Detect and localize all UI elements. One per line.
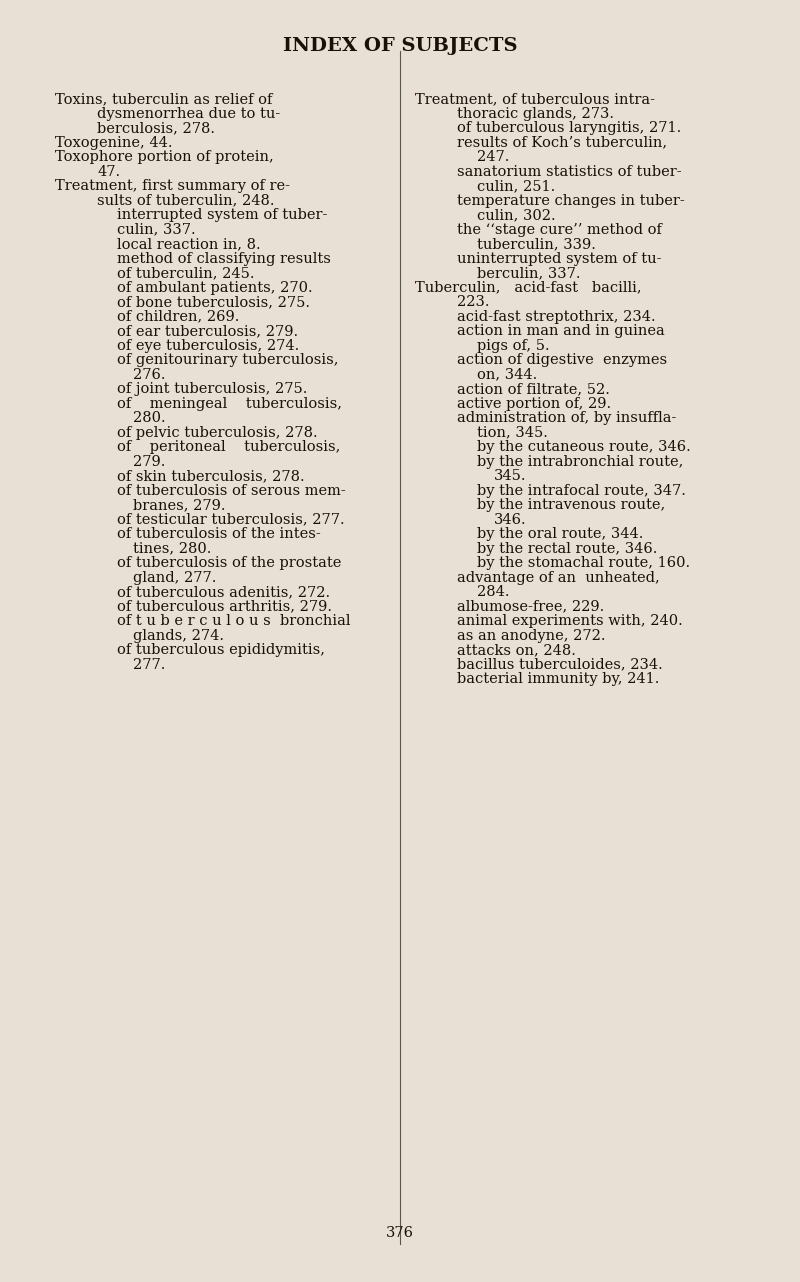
Text: thoracic glands, 273.: thoracic glands, 273.: [457, 106, 614, 121]
Text: of tuberculosis of serous mem-: of tuberculosis of serous mem-: [117, 483, 346, 497]
Text: Treatment, of tuberculous intra-: Treatment, of tuberculous intra-: [415, 92, 655, 106]
Text: tines, 280.: tines, 280.: [134, 541, 212, 555]
Text: dysmenorrhea due to tu-: dysmenorrhea due to tu-: [97, 106, 280, 121]
Text: 279.: 279.: [134, 455, 166, 468]
Text: 280.: 280.: [134, 412, 166, 426]
Text: tion, 345.: tion, 345.: [477, 426, 547, 440]
Text: results of Koch’s tuberculin,: results of Koch’s tuberculin,: [457, 136, 667, 150]
Text: by the cutaneous route, 346.: by the cutaneous route, 346.: [477, 440, 690, 454]
Text: of tuberculous laryngitis, 271.: of tuberculous laryngitis, 271.: [457, 121, 682, 135]
Text: gland, 277.: gland, 277.: [134, 570, 217, 585]
Text: animal experiments with, 240.: animal experiments with, 240.: [457, 614, 682, 628]
Text: sanatorium statistics of tuber-: sanatorium statistics of tuber-: [457, 164, 682, 178]
Text: by the stomachal route, 160.: by the stomachal route, 160.: [477, 556, 690, 570]
Text: berculin, 337.: berculin, 337.: [477, 265, 580, 279]
Text: 284.: 284.: [477, 585, 509, 599]
Text: by the intrafocal route, 347.: by the intrafocal route, 347.: [477, 483, 686, 497]
Text: of ear tuberculosis, 279.: of ear tuberculosis, 279.: [117, 324, 298, 338]
Text: pigs of, 5.: pigs of, 5.: [477, 338, 550, 353]
Text: of genitourinary tuberculosis,: of genitourinary tuberculosis,: [117, 353, 338, 367]
Text: albumose-free, 229.: albumose-free, 229.: [457, 600, 604, 614]
Text: of tuberculous arthritis, 279.: of tuberculous arthritis, 279.: [117, 600, 332, 614]
Text: of ambulant patients, 270.: of ambulant patients, 270.: [117, 281, 312, 295]
Text: local reaction in, 8.: local reaction in, 8.: [117, 237, 260, 251]
Text: on, 344.: on, 344.: [477, 368, 537, 382]
Text: of    peritoneal    tuberculosis,: of peritoneal tuberculosis,: [117, 440, 340, 454]
Text: by the rectal route, 346.: by the rectal route, 346.: [477, 541, 657, 555]
Text: 276.: 276.: [134, 368, 166, 382]
Text: advantage of an  unheated,: advantage of an unheated,: [457, 570, 660, 585]
Text: of tuberculous adenitis, 272.: of tuberculous adenitis, 272.: [117, 585, 330, 599]
Text: 247.: 247.: [477, 150, 509, 164]
Text: 223.: 223.: [457, 295, 490, 309]
Text: 277.: 277.: [134, 658, 166, 672]
Text: temperature changes in tuber-: temperature changes in tuber-: [457, 194, 685, 208]
Text: 346.: 346.: [494, 513, 526, 527]
Text: Tuberculin,   acid-fast   bacilli,: Tuberculin, acid-fast bacilli,: [415, 281, 642, 295]
Text: tuberculin, 339.: tuberculin, 339.: [477, 237, 595, 251]
Text: of joint tuberculosis, 275.: of joint tuberculosis, 275.: [117, 382, 307, 396]
Text: by the oral route, 344.: by the oral route, 344.: [477, 527, 643, 541]
Text: of children, 269.: of children, 269.: [117, 309, 239, 323]
Text: of tuberculosis of the intes-: of tuberculosis of the intes-: [117, 527, 320, 541]
Text: of tuberculin, 245.: of tuberculin, 245.: [117, 265, 254, 279]
Text: attacks on, 248.: attacks on, 248.: [457, 644, 576, 656]
Text: Toxins, tuberculin as relief of: Toxins, tuberculin as relief of: [55, 92, 272, 106]
Text: of testicular tuberculosis, 277.: of testicular tuberculosis, 277.: [117, 513, 344, 527]
Text: 345.: 345.: [494, 469, 526, 483]
Text: uninterrupted system of tu-: uninterrupted system of tu-: [457, 251, 662, 265]
Text: as an anodyne, 272.: as an anodyne, 272.: [457, 628, 606, 642]
Text: administration of, by insuffla-: administration of, by insuffla-: [457, 412, 676, 426]
Text: INDEX OF SUBJECTS: INDEX OF SUBJECTS: [282, 37, 518, 55]
Text: glands, 274.: glands, 274.: [134, 628, 224, 642]
Text: method of classifying results: method of classifying results: [117, 251, 330, 265]
Text: action in man and in guinea: action in man and in guinea: [457, 324, 665, 338]
Text: Toxogenine, 44.: Toxogenine, 44.: [55, 136, 173, 150]
Text: bacterial immunity by, 241.: bacterial immunity by, 241.: [457, 672, 659, 686]
Text: of tuberculous epididymitis,: of tuberculous epididymitis,: [117, 644, 325, 656]
Text: culin, 251.: culin, 251.: [477, 179, 555, 194]
Text: active portion of, 29.: active portion of, 29.: [457, 396, 611, 410]
Text: the ‘‘stage cure’’ method of: the ‘‘stage cure’’ method of: [457, 223, 662, 236]
Text: action of filtrate, 52.: action of filtrate, 52.: [457, 382, 610, 396]
Text: Toxophore portion of protein,: Toxophore portion of protein,: [55, 150, 274, 164]
Text: culin, 337.: culin, 337.: [117, 223, 195, 236]
Text: bacillus tuberculoides, 234.: bacillus tuberculoides, 234.: [457, 658, 662, 672]
Text: interrupted system of tuber-: interrupted system of tuber-: [117, 208, 327, 222]
Text: of eye tuberculosis, 274.: of eye tuberculosis, 274.: [117, 338, 299, 353]
Text: of t u b e r c u l o u s  bronchial: of t u b e r c u l o u s bronchial: [117, 614, 350, 628]
Text: culin, 302.: culin, 302.: [477, 208, 555, 222]
Text: berculosis, 278.: berculosis, 278.: [97, 121, 215, 135]
Text: branes, 279.: branes, 279.: [134, 497, 226, 512]
Text: of skin tuberculosis, 278.: of skin tuberculosis, 278.: [117, 469, 304, 483]
Text: of bone tuberculosis, 275.: of bone tuberculosis, 275.: [117, 295, 310, 309]
Text: of tuberculosis of the prostate: of tuberculosis of the prostate: [117, 556, 341, 570]
Text: by the intravenous route,: by the intravenous route,: [477, 497, 665, 512]
Text: 47.: 47.: [97, 164, 120, 178]
Text: of    meningeal    tuberculosis,: of meningeal tuberculosis,: [117, 396, 342, 410]
Text: of pelvic tuberculosis, 278.: of pelvic tuberculosis, 278.: [117, 426, 318, 440]
Text: action of digestive  enzymes: action of digestive enzymes: [457, 353, 667, 367]
Text: acid-fast streptothrix, 234.: acid-fast streptothrix, 234.: [457, 309, 656, 323]
Text: 376: 376: [386, 1226, 414, 1240]
Text: by the intrabronchial route,: by the intrabronchial route,: [477, 455, 683, 468]
Text: sults of tuberculin, 248.: sults of tuberculin, 248.: [97, 194, 274, 208]
Text: Treatment, first summary of re-: Treatment, first summary of re-: [55, 179, 290, 194]
